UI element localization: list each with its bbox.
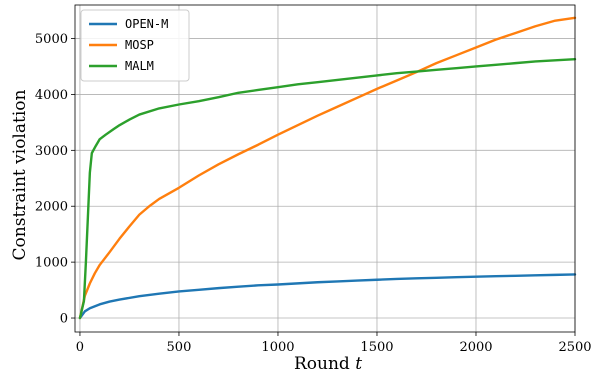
axis-ticks: 0 500 1000 1500 2000 2500 0 1000 2000 3000 4000 500…	[35, 32, 591, 355]
x-tick-label: 1000	[261, 340, 294, 355]
x-tick-label: 2500	[558, 340, 591, 355]
series-line-open-m	[78, 273, 577, 320]
y-tick-label: 5000	[35, 32, 68, 47]
x-axis-label-text: Round	[294, 354, 355, 374]
y-axis-label: Constraint violation	[10, 89, 30, 260]
plot-frame	[74, 4, 576, 333]
series-line-mosp	[78, 16, 577, 320]
legend: OPEN-M MOSP MALM	[80, 9, 190, 82]
y-tick-label: 2000	[35, 200, 68, 215]
x-axis-label: Round t	[294, 354, 362, 374]
series-lines	[78, 16, 577, 320]
y-tick-label: 3000	[35, 144, 68, 159]
x-tick-label: 0	[76, 340, 84, 355]
series-line-malm	[78, 58, 577, 320]
legend-box	[80, 9, 190, 82]
x-tick-label: 1500	[360, 340, 393, 355]
legend-label: OPEN-M	[125, 17, 168, 31]
legend-label: MALM	[125, 59, 154, 73]
y-tick-label: 0	[60, 312, 68, 327]
x-tick-label: 2000	[459, 340, 492, 355]
y-tick-label: 1000	[35, 256, 68, 271]
x-tick-label: 500	[167, 340, 192, 355]
y-tick-label: 4000	[35, 88, 68, 103]
x-axis-label-variable: t	[355, 354, 362, 374]
legend-label: MOSP	[125, 38, 154, 52]
